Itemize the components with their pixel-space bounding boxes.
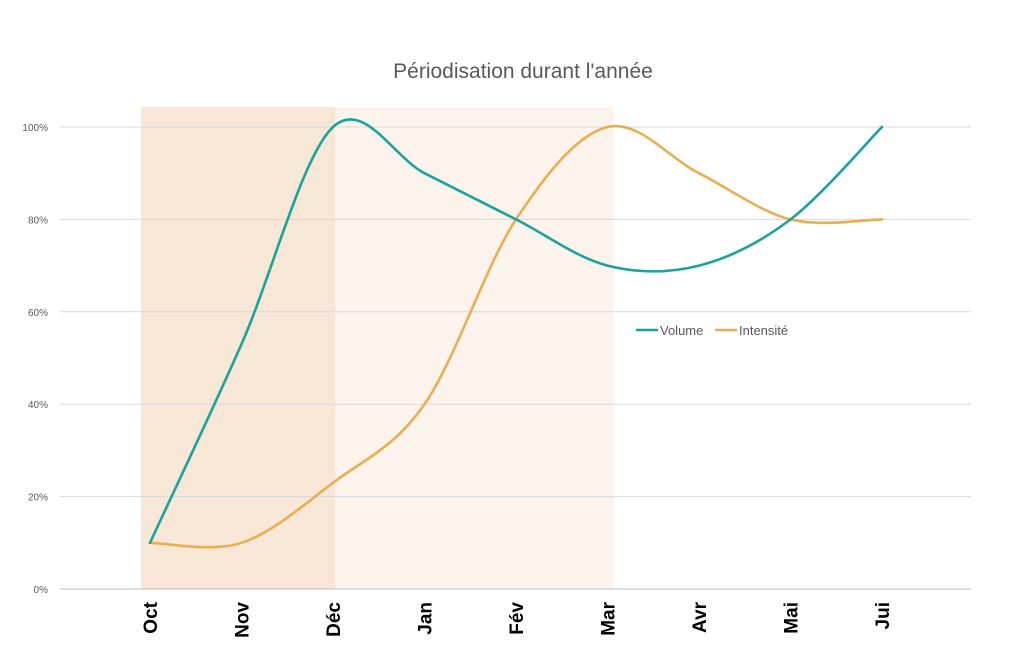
y-tick-label: 40% — [28, 400, 48, 411]
y-tick-label: 0% — [34, 585, 49, 596]
legend-label: Intensité — [739, 323, 788, 338]
x-tick-label: Fév — [507, 602, 528, 635]
x-tick-label: Jui — [873, 602, 894, 629]
x-tick-label: Nov — [233, 602, 254, 638]
chart-title: Périodisation durant l'année — [393, 60, 653, 83]
y-tick-label: 80% — [28, 215, 48, 226]
y-tick-label: 100% — [22, 123, 48, 134]
series-line-volume — [148, 118, 884, 545]
y-axis-ticks: 0% 20% 40% 60% 80% 100% — [22, 123, 48, 596]
series-lines — [148, 118, 884, 549]
y-tick-label: 60% — [28, 308, 48, 319]
x-tick-label: Oct — [141, 601, 162, 633]
series-line-intensit — [148, 124, 884, 549]
shaded-periods — [141, 107, 614, 589]
x-tick-label: Jan — [416, 602, 437, 635]
x-tick-label: Déc — [324, 602, 345, 637]
x-tick-label: Mai — [782, 602, 803, 634]
shaded-period-2 — [335, 107, 614, 589]
y-tick-label: 20% — [28, 493, 48, 504]
x-tick-label: Avr — [690, 601, 711, 633]
x-axis-ticks: Oct Nov Déc Jan Fév Mar Avr Mai Jui — [141, 601, 894, 638]
x-tick-label: Mar — [599, 601, 620, 635]
gridlines — [60, 126, 971, 590]
legend-label: Volume — [660, 323, 703, 338]
legend: Volume Intensité — [636, 323, 788, 338]
